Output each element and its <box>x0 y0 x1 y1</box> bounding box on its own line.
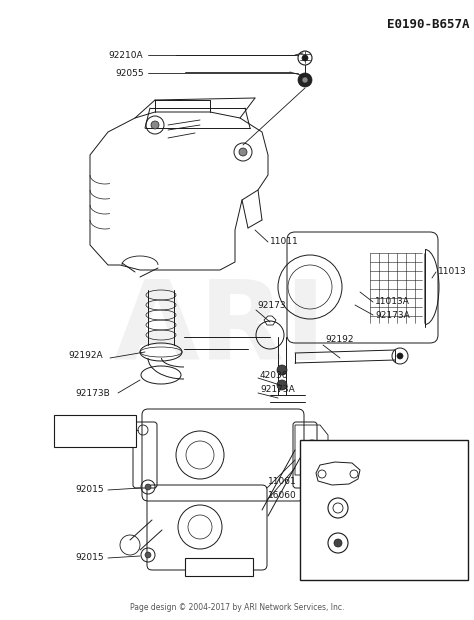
Text: 16060A: 16060A <box>200 564 238 572</box>
Circle shape <box>334 539 342 547</box>
Text: ARI: ARI <box>113 277 327 384</box>
Circle shape <box>277 380 287 390</box>
Text: E0190-B657A: E0190-B657A <box>388 18 470 31</box>
Text: 92192: 92192 <box>325 335 354 345</box>
Text: PARTS SHIPPED LOOSE: PARTS SHIPPED LOOSE <box>340 450 428 459</box>
Circle shape <box>302 77 308 83</box>
Circle shape <box>145 552 151 558</box>
Text: 11013: 11013 <box>438 267 467 277</box>
Text: 92015: 92015 <box>75 554 104 562</box>
Text: 92173A: 92173A <box>260 386 295 394</box>
Circle shape <box>302 55 308 61</box>
Text: 92210: 92210 <box>407 539 436 547</box>
Text: 11013A: 11013A <box>375 298 410 306</box>
Circle shape <box>298 73 312 87</box>
Text: 92055: 92055 <box>115 68 144 78</box>
Circle shape <box>397 353 403 359</box>
Text: 11011: 11011 <box>270 237 299 247</box>
Text: 92173B: 92173B <box>75 389 110 397</box>
Text: 42036: 42036 <box>260 371 289 379</box>
Text: Page design © 2004-2017 by ARI Network Services, Inc.: Page design © 2004-2017 by ARI Network S… <box>130 603 344 613</box>
Circle shape <box>277 365 287 375</box>
Text: 461: 461 <box>407 503 424 513</box>
FancyBboxPatch shape <box>300 440 468 580</box>
Text: 92173A: 92173A <box>375 311 410 319</box>
Text: 16060: 16060 <box>268 490 297 500</box>
Text: 11060: 11060 <box>407 469 436 477</box>
Text: 92015: 92015 <box>75 485 104 495</box>
Text: 92210A: 92210A <box>108 50 143 60</box>
Circle shape <box>151 121 159 129</box>
Text: 11061: 11061 <box>268 477 297 487</box>
Circle shape <box>145 484 151 490</box>
Text: 92170: 92170 <box>58 433 87 443</box>
FancyBboxPatch shape <box>185 558 253 576</box>
Text: 92170: 92170 <box>58 433 87 443</box>
FancyBboxPatch shape <box>54 415 136 447</box>
Text: 92066: 92066 <box>58 420 87 430</box>
Text: 92192A: 92192A <box>68 350 103 360</box>
Text: 92066: 92066 <box>58 420 87 430</box>
Text: 92173: 92173 <box>257 301 286 309</box>
Circle shape <box>239 148 247 156</box>
